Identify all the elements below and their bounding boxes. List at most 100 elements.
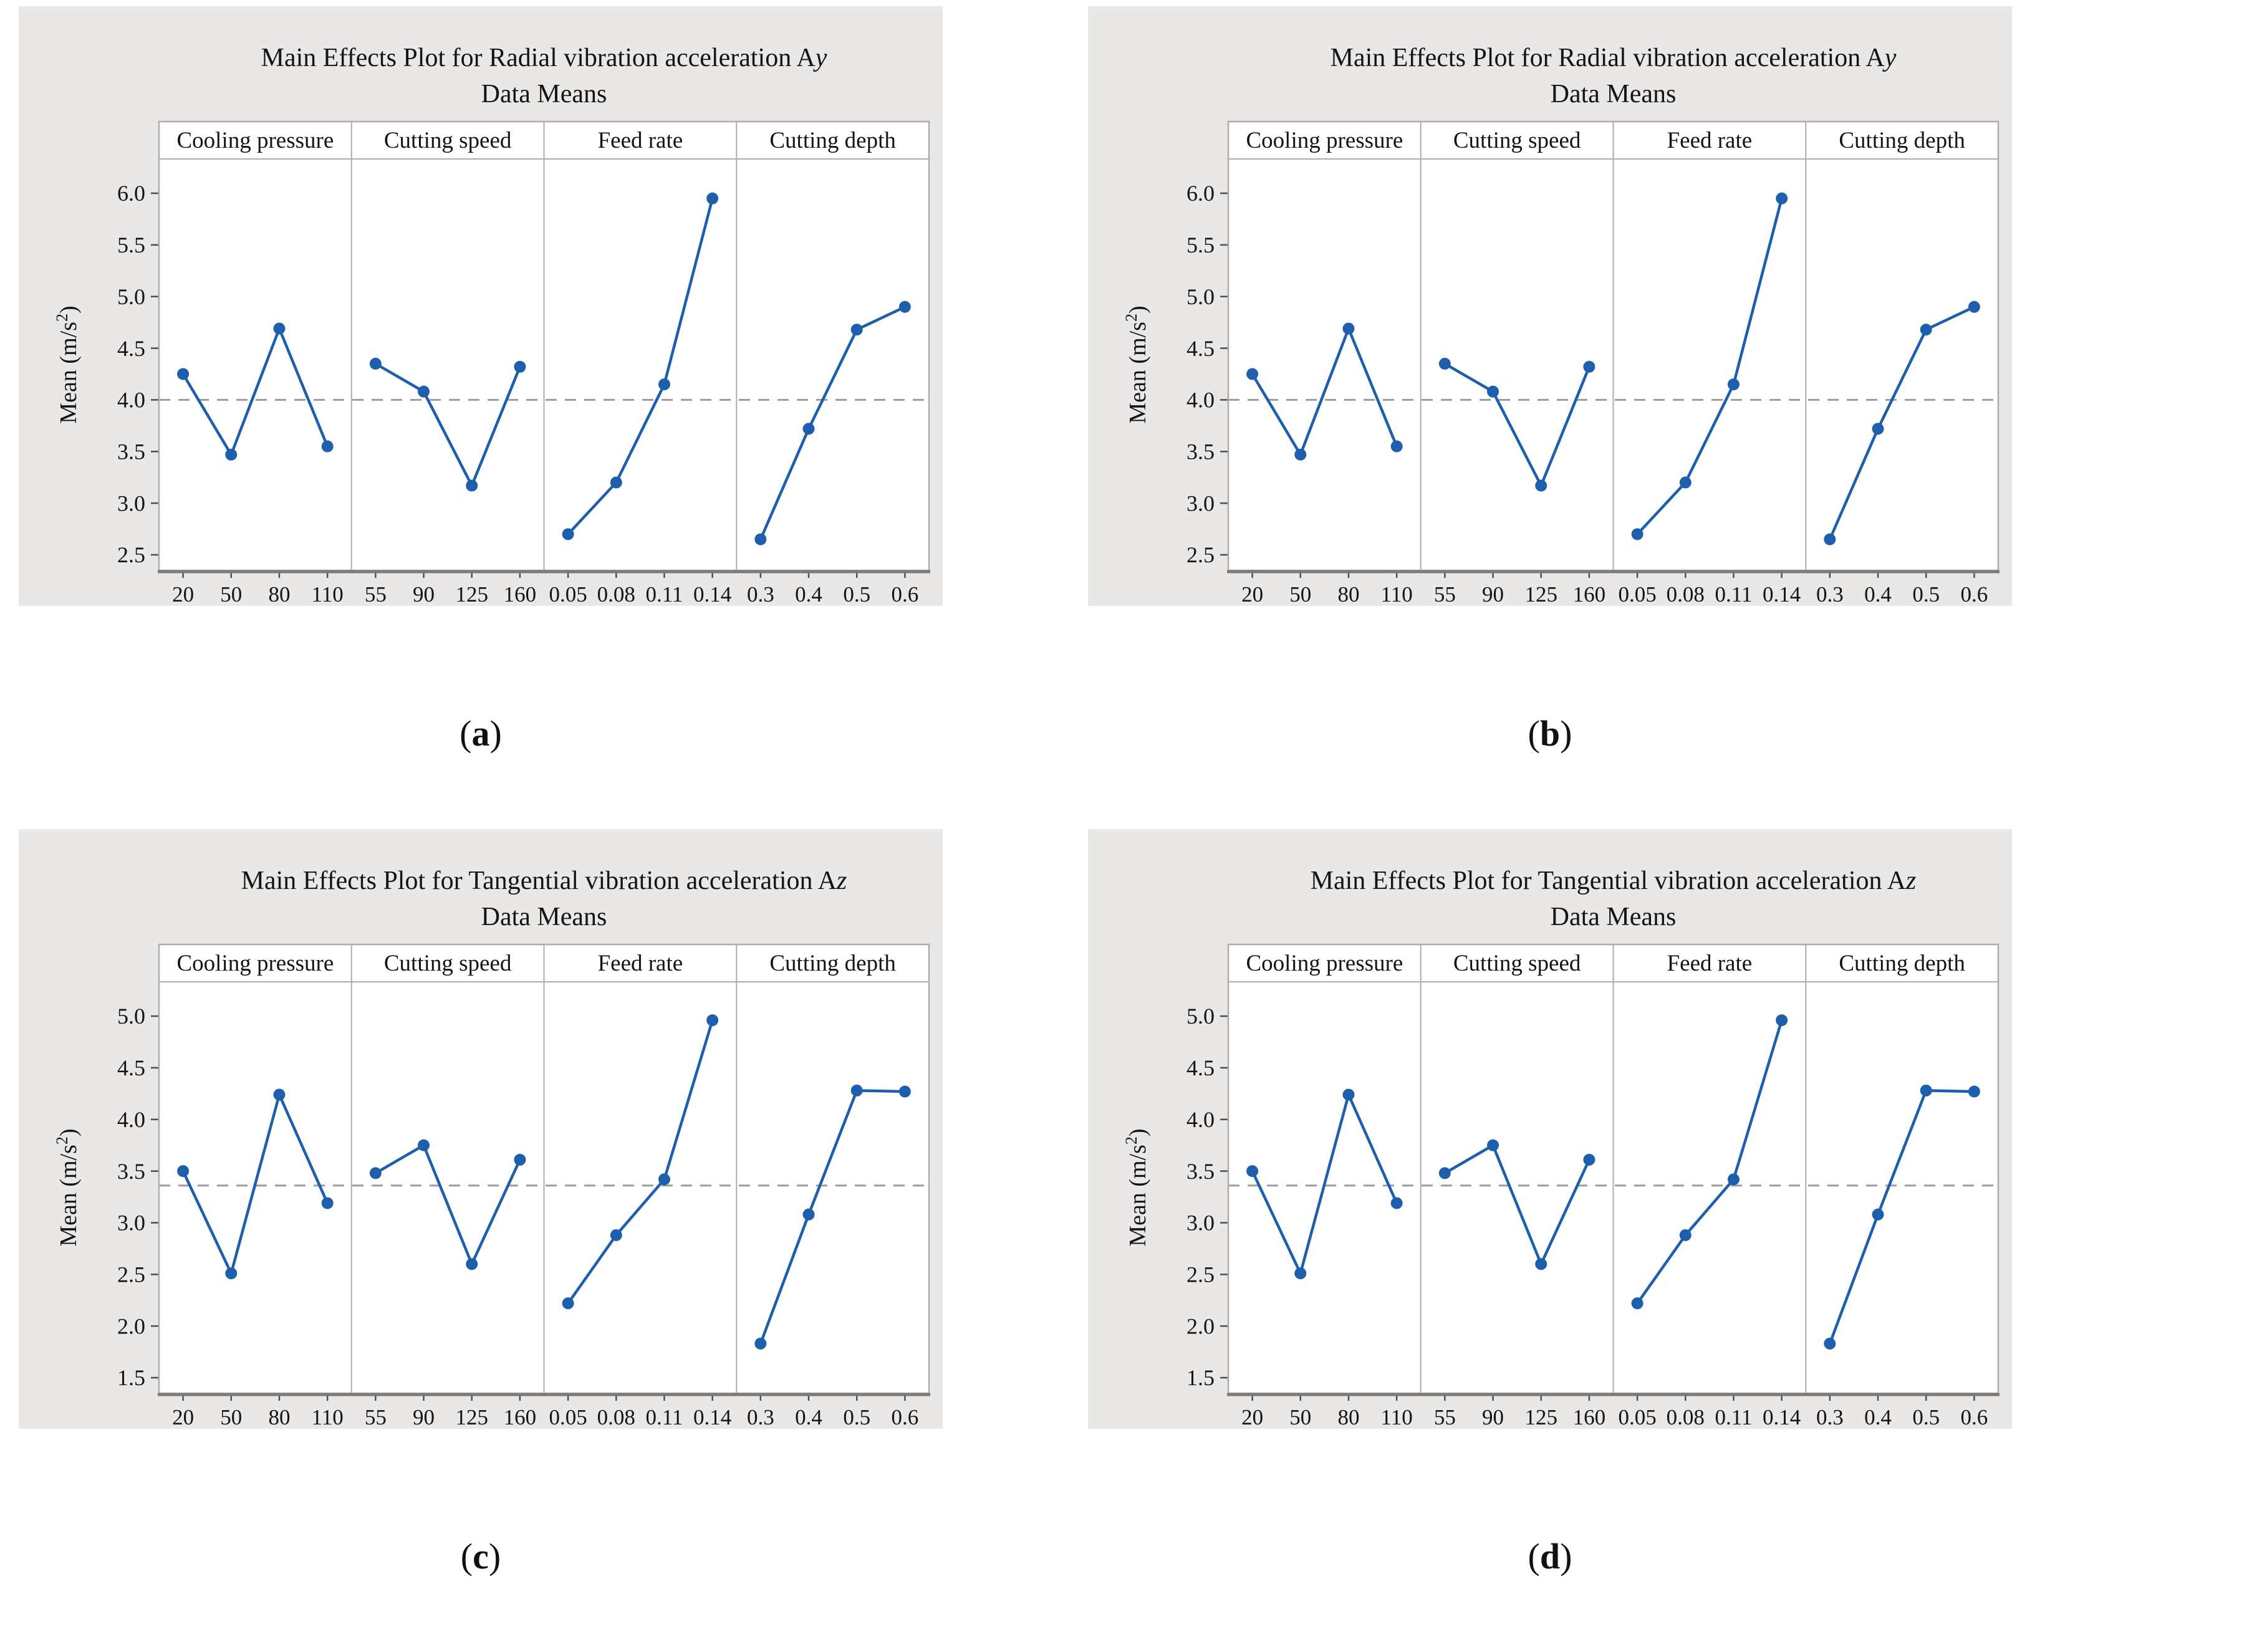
x-tick-label: 125 xyxy=(455,582,488,606)
figure-a: Main Effects Plot for Radial vibration a… xyxy=(19,6,943,829)
data-point xyxy=(1246,1165,1259,1178)
x-tick-label: 0.08 xyxy=(1667,582,1705,606)
data-point xyxy=(658,378,670,391)
data-point xyxy=(610,476,622,489)
panel-header-label: Cooling pressure xyxy=(176,128,334,153)
chart-subtitle: Data Means xyxy=(481,80,607,108)
x-tick-label: 80 xyxy=(268,582,290,606)
y-tick-label: 5.0 xyxy=(1186,284,1215,309)
data-point xyxy=(802,423,815,435)
data-point xyxy=(754,533,767,545)
y-axis-label: Mean (m/s2) xyxy=(1122,305,1151,423)
y-axis-label-part: 2 xyxy=(1122,314,1140,322)
y-tick-label: 2.0 xyxy=(117,1313,145,1338)
y-tick-label: 3.5 xyxy=(117,439,145,464)
y-tick-label: 1.5 xyxy=(1186,1365,1215,1390)
y-tick-label: 6.0 xyxy=(117,181,145,206)
y-tick-label: 4.5 xyxy=(117,1055,145,1080)
chart-title: Main Effects Plot for Tangential vibrati… xyxy=(241,867,847,895)
x-tick-label: 160 xyxy=(504,1405,537,1429)
data-point xyxy=(1872,1208,1884,1221)
data-point xyxy=(1438,1167,1451,1179)
caption-letter: d xyxy=(1539,1536,1561,1577)
x-tick-label: 0.14 xyxy=(1763,1405,1801,1429)
series-line xyxy=(759,1089,905,1345)
data-point xyxy=(1776,192,1788,204)
panel-header-label: Feed rate xyxy=(1667,128,1753,153)
x-tick-label: 0.11 xyxy=(1715,582,1752,606)
y-tick-label: 1.5 xyxy=(117,1365,145,1390)
data-point xyxy=(418,1139,430,1151)
figure-b: Main Effects Plot for Radial vibration a… xyxy=(1088,6,2012,829)
data-point xyxy=(1583,1153,1595,1166)
data-point xyxy=(1390,440,1403,453)
x-tick-label: 110 xyxy=(1381,1405,1413,1429)
y-tick-label: 3.0 xyxy=(117,1211,145,1236)
y-tick-label: 3.5 xyxy=(117,1159,145,1184)
data-point xyxy=(273,322,286,335)
x-tick-label: 0.14 xyxy=(693,1405,731,1429)
main-effects-plot-a: Main Effects Plot for Radial vibration a… xyxy=(53,44,930,606)
panel-header-label: Cutting speed xyxy=(1453,951,1581,976)
data-point xyxy=(1342,322,1355,335)
x-tick-label: 0.11 xyxy=(1715,1405,1752,1429)
panel-header-label: Cooling pressure xyxy=(176,951,334,976)
chart-title-italic-suffix: z xyxy=(836,867,847,895)
chart-title-italic-suffix: z xyxy=(1905,867,1916,895)
x-tick-label: 90 xyxy=(413,582,435,606)
series-line xyxy=(759,305,906,540)
panel-header-label: Cooling pressure xyxy=(1246,128,1403,153)
x-tick-label: 110 xyxy=(312,1405,344,1429)
y-axis-label-part: 2 xyxy=(1122,1136,1140,1145)
x-tick-label: 50 xyxy=(220,1405,242,1429)
data-point xyxy=(850,324,863,336)
x-tick-label: 0.08 xyxy=(597,1405,635,1429)
data-point xyxy=(466,1258,478,1270)
x-tick-label: 20 xyxy=(172,1405,194,1429)
x-tick-label: 0.6 xyxy=(1961,582,1988,606)
x-tick-label: 0.5 xyxy=(843,1405,870,1429)
x-tick-label: 0.08 xyxy=(1667,1405,1705,1429)
figure-grid: Main Effects Plot for Radial vibration a… xyxy=(19,6,2262,1652)
data-point xyxy=(1727,378,1740,391)
x-tick-label: 0.4 xyxy=(795,582,822,606)
panel-header-label: Cutting depth xyxy=(769,951,896,976)
data-point xyxy=(466,479,478,492)
x-tick-label: 0.3 xyxy=(747,1405,774,1429)
x-tick-label: 55 xyxy=(1434,1405,1456,1429)
panel-header-label: Cutting speed xyxy=(384,951,512,976)
x-tick-label: 0.5 xyxy=(843,582,870,606)
data-point xyxy=(1727,1173,1740,1186)
panel-header-label: Cutting speed xyxy=(384,128,512,153)
chart-subtitle: Data Means xyxy=(1551,903,1677,931)
data-point xyxy=(562,1297,574,1310)
y-axis-label-part: Mean (m/s xyxy=(55,322,82,424)
data-point xyxy=(177,368,190,380)
y-axis-label-part: ) xyxy=(55,1128,82,1136)
data-point xyxy=(1583,360,1595,373)
chart-card-b: Main Effects Plot for Radial vibration a… xyxy=(1088,6,2012,606)
caption-paren: ( xyxy=(1528,1536,1540,1577)
y-axis-label-part: Mean (m/s xyxy=(1125,322,1151,424)
data-point xyxy=(418,385,430,398)
data-point xyxy=(1872,423,1884,435)
y-axis-label-part: 2 xyxy=(53,1136,71,1145)
x-tick-label: 0.08 xyxy=(597,582,635,606)
x-tick-label: 125 xyxy=(1524,582,1557,606)
y-axis-label-part: Mean (m/s xyxy=(1125,1145,1151,1247)
x-tick-label: 55 xyxy=(1434,582,1456,606)
series-line xyxy=(1636,198,1783,535)
caption-paren: ) xyxy=(489,713,502,754)
x-tick-label: 90 xyxy=(413,1405,435,1429)
caption-paren: ( xyxy=(460,1536,473,1577)
data-point xyxy=(1968,1085,1980,1098)
y-tick-label: 3.5 xyxy=(1186,439,1215,464)
data-point xyxy=(754,1337,767,1350)
y-tick-label: 2.0 xyxy=(1186,1313,1215,1338)
y-tick-label: 4.0 xyxy=(1186,1107,1215,1132)
figure-caption-c: (c) xyxy=(19,1535,943,1578)
x-tick-label: 55 xyxy=(365,1405,387,1429)
panel-header-label: Cutting speed xyxy=(1453,128,1581,153)
panel-header-label: Feed rate xyxy=(598,128,683,153)
data-point xyxy=(850,1084,863,1097)
